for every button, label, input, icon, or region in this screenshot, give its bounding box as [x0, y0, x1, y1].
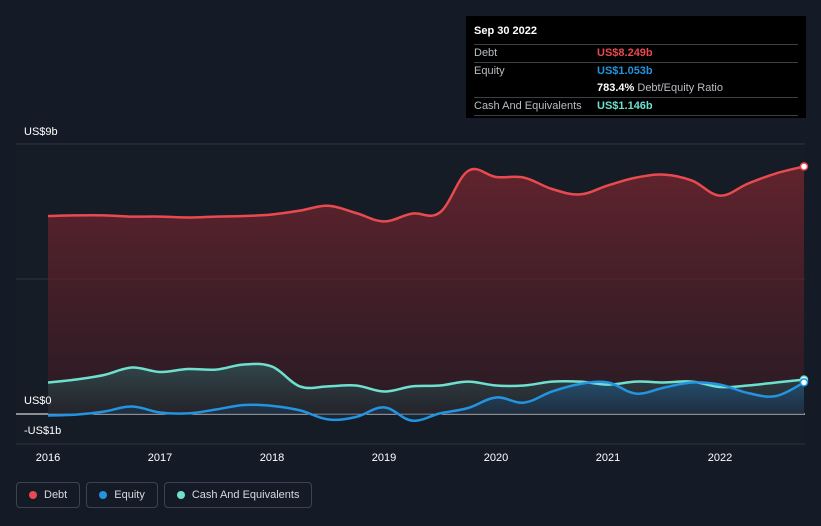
x-tick-label-2022: 2022: [708, 452, 732, 464]
tooltip-row-ratio: 783.4% Debt/Equity Ratio: [474, 80, 798, 98]
tooltip-row-equity: Equity US$1.053b: [474, 63, 798, 80]
tooltip-equity-value: US$1.053b: [597, 65, 653, 77]
tooltip-equity-label: Equity: [474, 65, 505, 77]
tooltip-cash-label: Cash And Equivalents: [474, 100, 582, 112]
legend-label-cash: Cash And Equivalents: [191, 489, 300, 501]
x-tick-label-2020: 2020: [484, 452, 508, 464]
tooltip-date: Sep 30 2022: [474, 24, 798, 45]
x-axis-ticks: 2016 2017 2018 2019 2020 2021 2022: [36, 452, 732, 464]
legend-item-equity[interactable]: Equity: [86, 482, 158, 508]
cash-line: [47, 362, 805, 393]
legend-item-debt[interactable]: Debt: [16, 482, 81, 508]
x-tick-label-2018: 2018: [260, 452, 284, 464]
data-tooltip: Sep 30 2022 Debt US$8.249b Equity US$1.0…: [466, 16, 806, 118]
y-tick-label-zero: US$0: [24, 395, 52, 407]
series-areas: [48, 166, 804, 421]
legend-dot-equity: [99, 491, 108, 499]
tooltip-cash-value: US$1.146b: [597, 100, 653, 112]
legend-item-cash[interactable]: Cash And Equivalents: [163, 482, 313, 508]
tooltip-ratio: 783.4% Debt/Equity Ratio: [597, 80, 723, 97]
tooltip-row-debt: Debt US$8.249b: [474, 45, 798, 63]
equity-end-marker: [799, 378, 809, 387]
tooltip-row-cash: Cash And Equivalents US$1.146b: [474, 98, 798, 116]
debt-line: [47, 165, 805, 223]
x-tick-label-2021: 2021: [596, 452, 620, 464]
debt-area: [48, 166, 804, 414]
legend-label-debt: Debt: [44, 489, 68, 501]
tooltip-debt-label: Debt: [474, 47, 498, 59]
series-lines: [47, 162, 809, 422]
debt-end-marker: [799, 162, 809, 171]
legend-label-equity: Equity: [114, 489, 145, 501]
legend-dot-debt: [29, 491, 37, 499]
chart-legend: Debt Equity Cash And Equivalents: [16, 482, 313, 510]
equity-line: [47, 380, 805, 422]
y-tick-label-top: US$9b: [24, 126, 58, 138]
x-tick-label-2019: 2019: [372, 452, 396, 464]
legend-dot-cash: [176, 491, 185, 499]
tooltip-debt-value: US$8.249b: [597, 47, 653, 59]
tooltip-ratio-value: 783.4%: [597, 82, 635, 94]
tooltip-ratio-label: Debt/Equity Ratio: [637, 82, 723, 94]
y-tick-label-bottom: -US$1b: [24, 425, 62, 437]
x-tick-label-2017: 2017: [148, 452, 172, 464]
equity-area: [48, 381, 804, 421]
x-tick-label-2016: 2016: [36, 452, 60, 464]
